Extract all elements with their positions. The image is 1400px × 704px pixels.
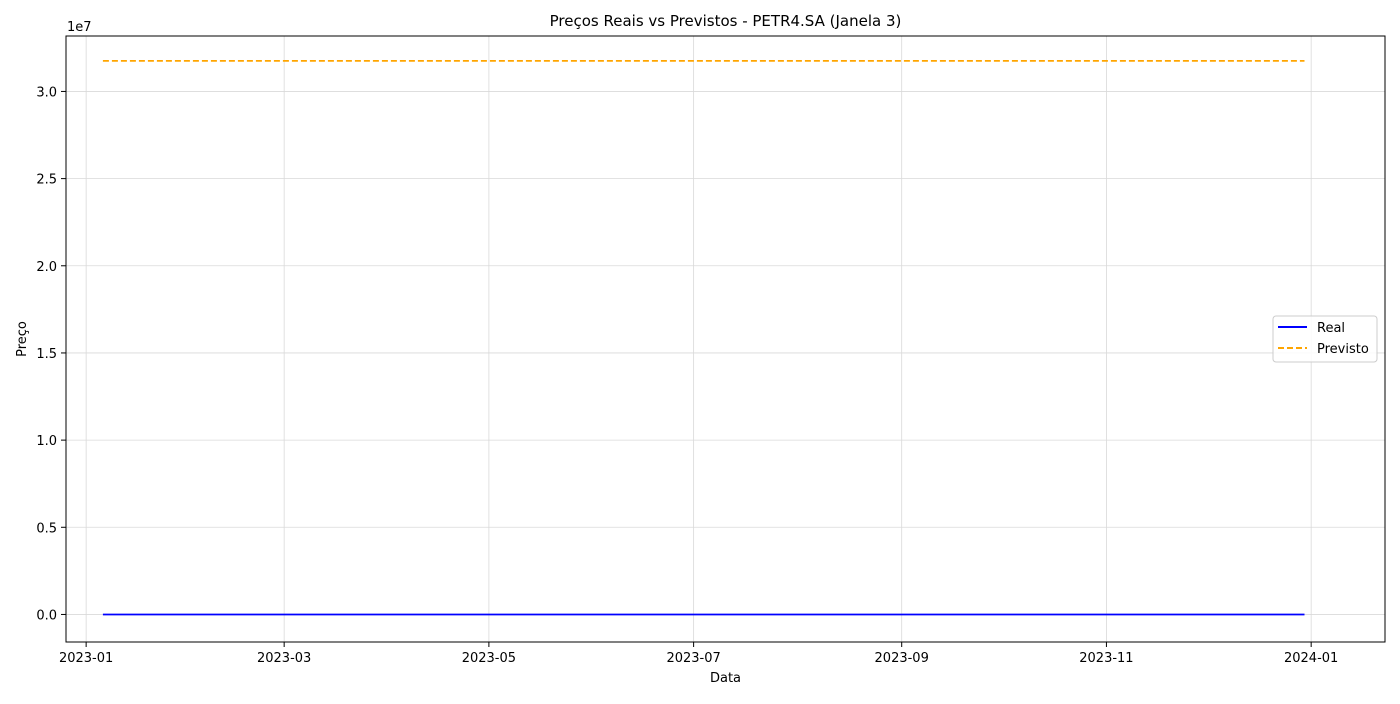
grid (66, 36, 1385, 642)
y-tick-label: 2.0 (36, 260, 57, 275)
y-axis-label: Preço (15, 321, 30, 357)
y-tick-label: 1.0 (36, 434, 57, 449)
legend-label-previsto: Previsto (1317, 342, 1369, 357)
legend-label-real: Real (1317, 321, 1345, 336)
x-tick-label: 2024-01 (1284, 651, 1338, 666)
series-layer (102, 60, 1305, 616)
x-tick-label: 2023-03 (257, 651, 311, 666)
y-tick-label: 1.5 (36, 347, 57, 362)
y-tick-label: 0.5 (36, 521, 57, 536)
y-axis: 0.0 0.5 1.0 1.5 2.0 2.5 3.0 (36, 85, 66, 623)
y-tick-label: 0.0 (36, 608, 57, 623)
y-axis-offset-label: 1e7 (67, 20, 92, 35)
chart-title: Preços Reais vs Previstos - PETR4.SA (Ja… (550, 12, 902, 30)
plot-frame (65, 35, 1386, 643)
x-tick-label: 2023-09 (875, 651, 929, 666)
legend: Real Previsto (1272, 315, 1378, 363)
y-tick-label: 2.5 (36, 173, 57, 188)
x-tick-label: 2023-11 (1079, 651, 1133, 666)
x-tick-label: 2023-01 (59, 651, 113, 666)
x-tick-label: 2023-07 (666, 651, 720, 666)
x-axis-label: Data (710, 671, 741, 686)
x-tick-label: 2023-05 (462, 651, 516, 666)
x-axis: 2023-01 2023-03 2023-05 2023-07 2023-09 2023-… (59, 642, 1338, 666)
y-tick-label: 3.0 (36, 85, 57, 100)
